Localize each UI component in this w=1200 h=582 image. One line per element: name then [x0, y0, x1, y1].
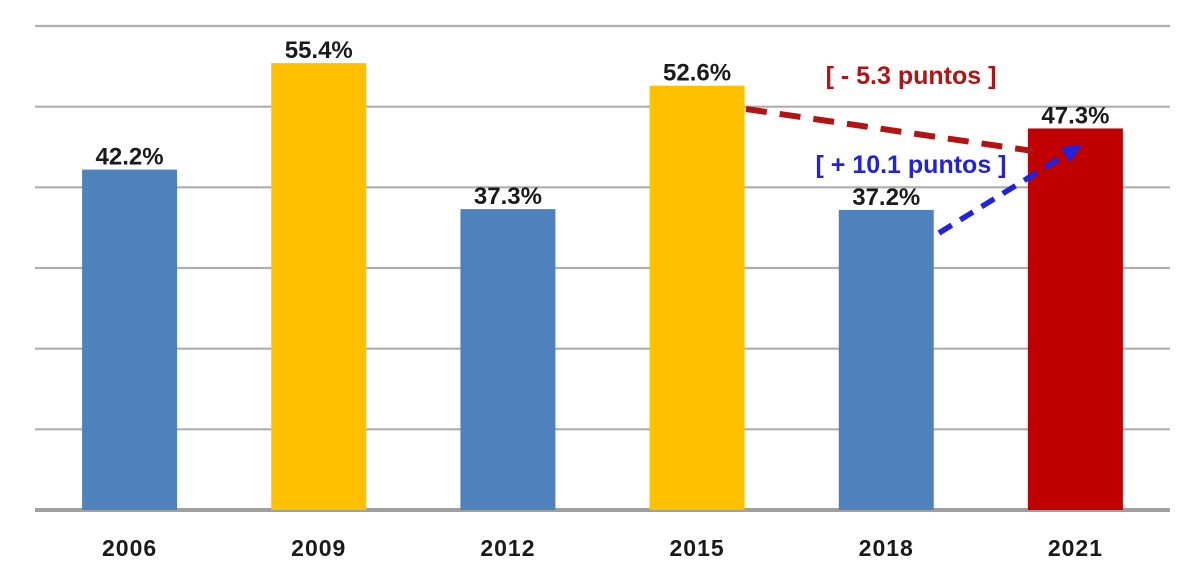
- arrows-layer: [745, 106, 1083, 236]
- bar-2015: [649, 85, 745, 511]
- value-labels-layer: 42.2% 55.4% 37.3% 52.6% 37.2% 47.3%: [96, 37, 1110, 211]
- x-axis-label-2021: 2021: [1048, 535, 1103, 561]
- x-axis-label-2009: 2009: [291, 535, 346, 561]
- value-label-2006: 42.2%: [96, 144, 164, 171]
- bar-2012: [460, 209, 556, 510]
- x-axis-labels-layer: 2006 2009 2012 2015 2018 2021: [102, 535, 1103, 561]
- bar-2018: [838, 209, 934, 511]
- x-axis-label-2015: 2015: [669, 535, 724, 561]
- bar-2021: [1027, 128, 1123, 511]
- value-label-2018: 37.2%: [852, 184, 920, 211]
- bar-2009: [271, 63, 367, 511]
- annotations-layer: [ - 5.3 puntos ] [ + 10.1 puntos ]: [815, 62, 1006, 179]
- value-label-2012: 37.3%: [474, 183, 542, 210]
- increase-arrow: [937, 144, 1083, 236]
- x-axis-label-2018: 2018: [859, 535, 914, 561]
- bar-2006: [82, 169, 178, 510]
- value-label-2015: 52.6%: [663, 60, 731, 87]
- annotation-decrease: [ - 5.3 puntos ]: [826, 62, 997, 90]
- annotation-increase: [ + 10.1 puntos ]: [815, 151, 1006, 179]
- value-label-2009: 55.4%: [285, 37, 353, 64]
- x-axis-label-2012: 2012: [480, 535, 535, 561]
- bars-layer: [82, 63, 1123, 511]
- x-axis-label-2006: 2006: [102, 535, 157, 561]
- gridlines-layer: [35, 24, 1170, 512]
- value-label-2021: 47.3%: [1041, 102, 1109, 129]
- decrease-arrow: [745, 106, 1034, 154]
